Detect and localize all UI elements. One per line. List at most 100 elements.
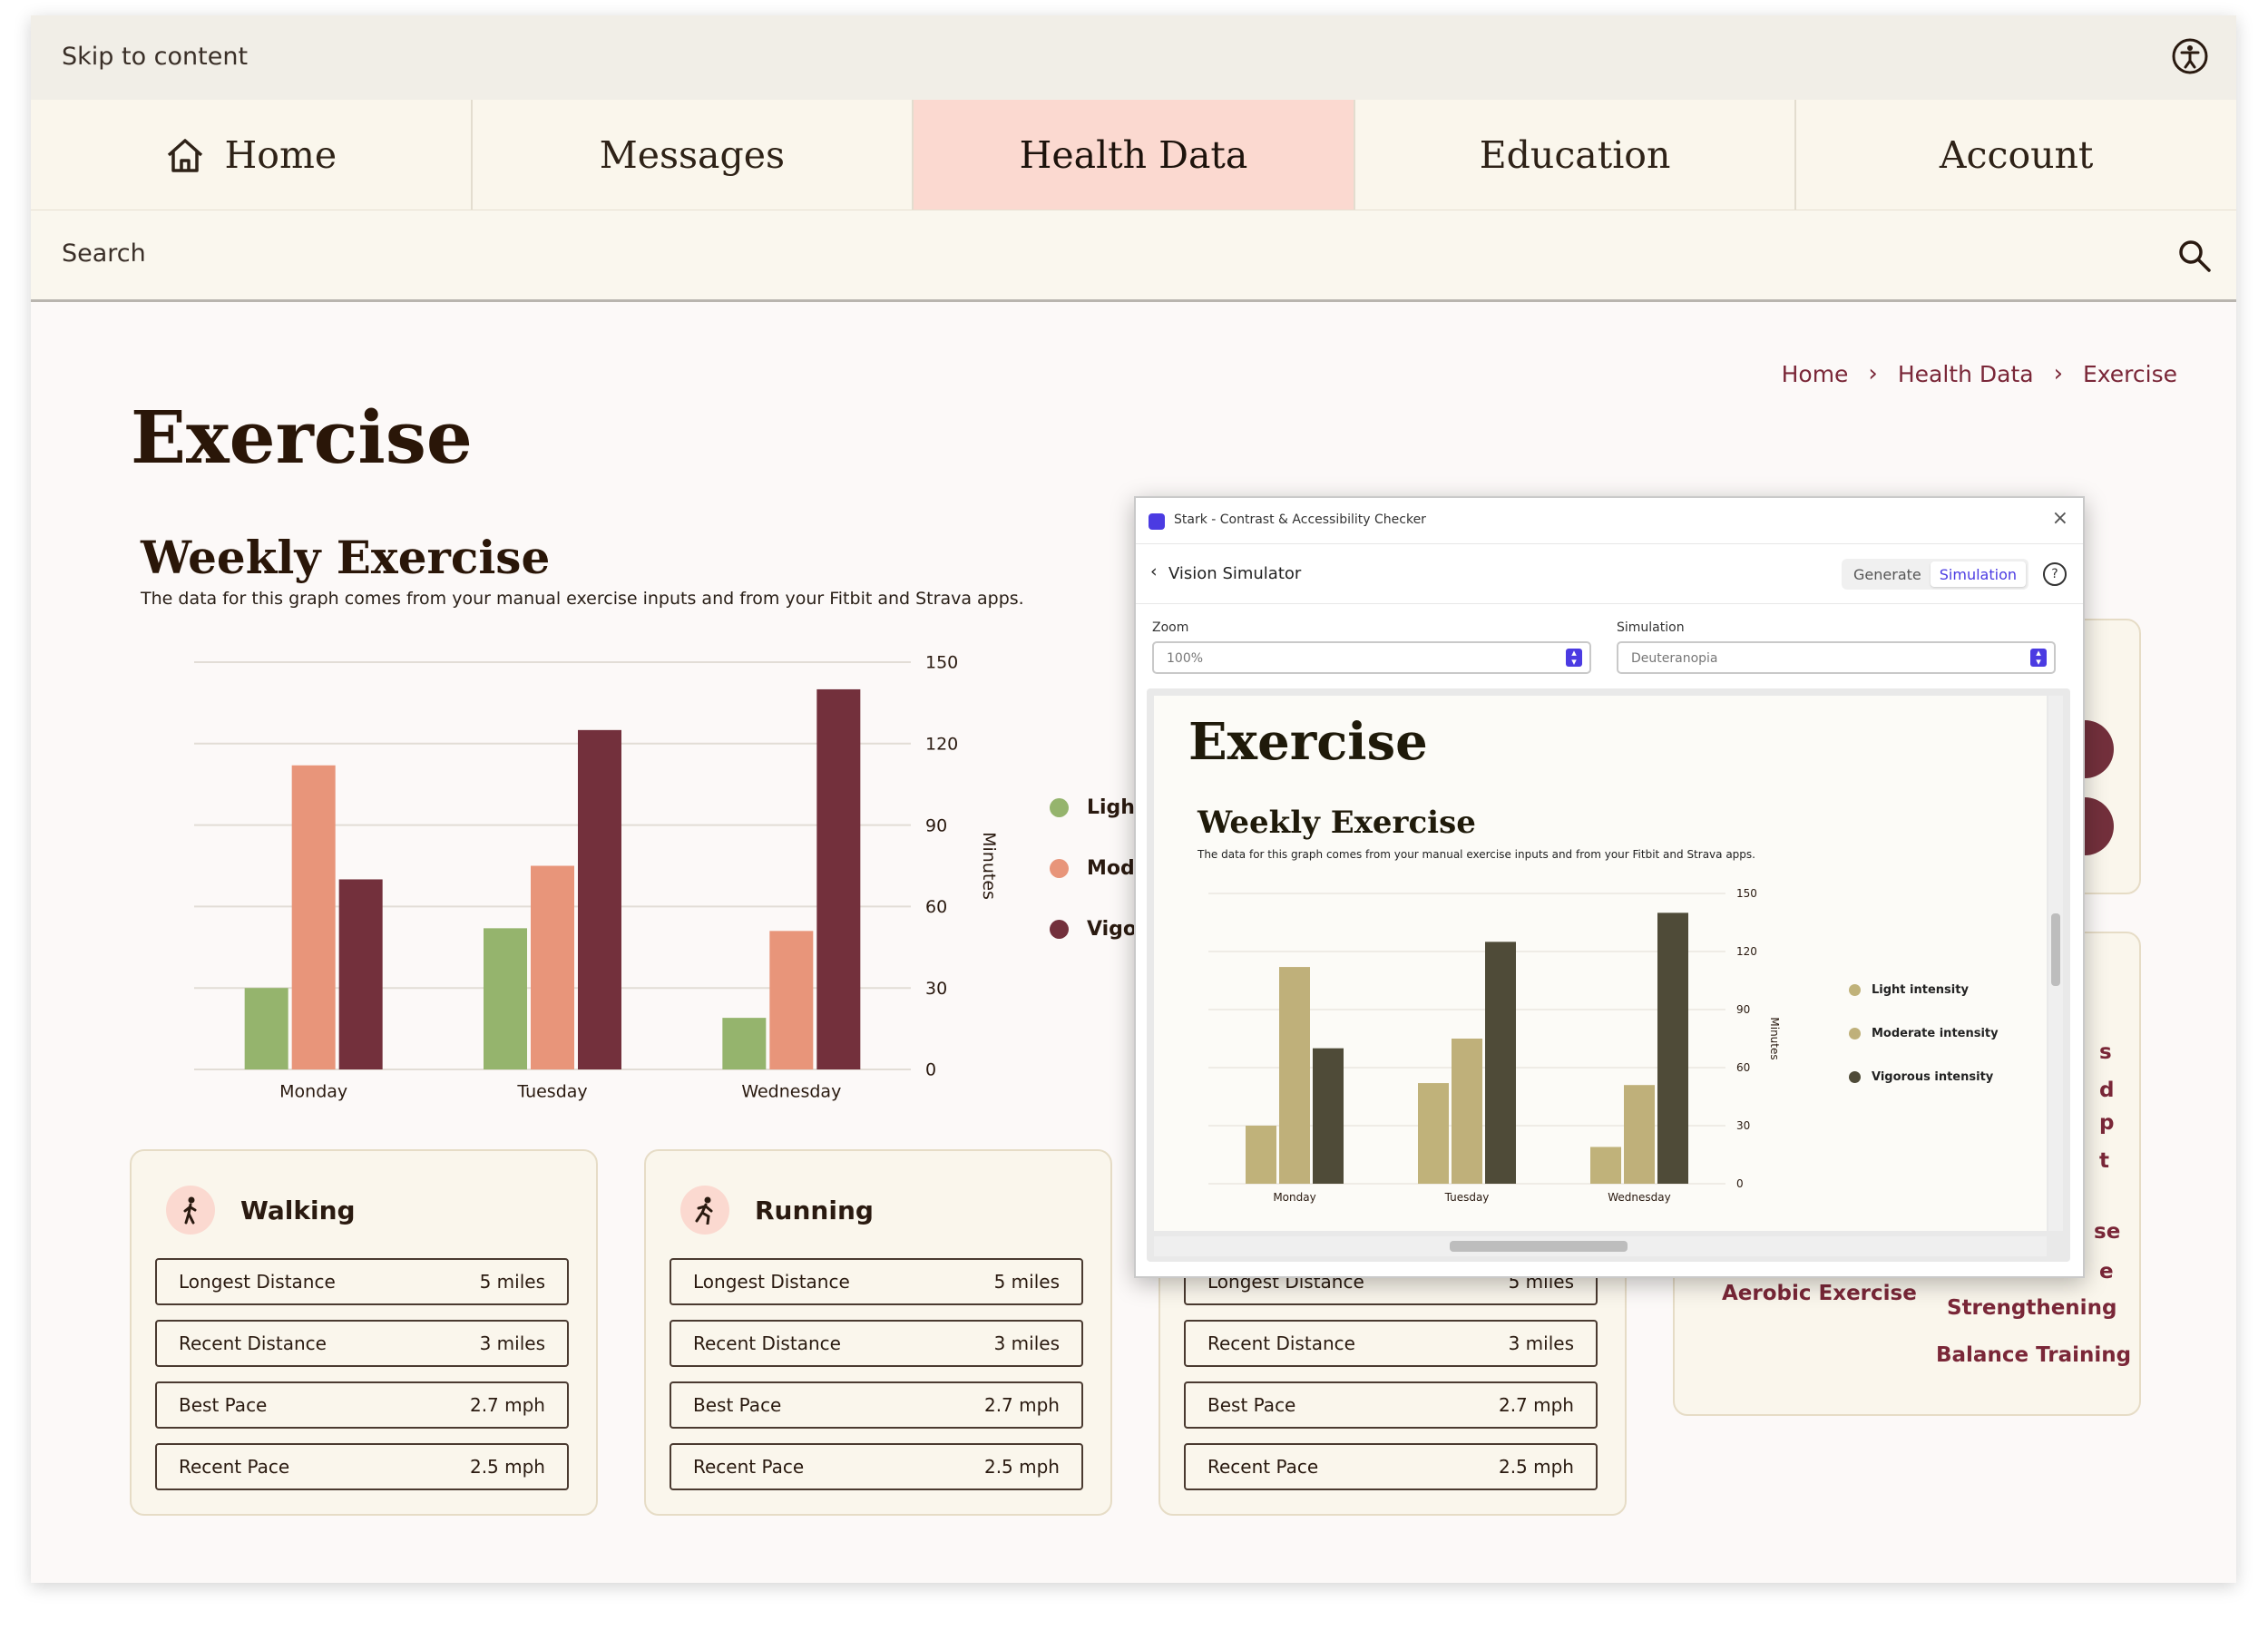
stat-label: Recent Pace: [1207, 1456, 1319, 1478]
stat-row: Recent Pace 2.5 mph: [1184, 1443, 1598, 1490]
back-chevron-icon[interactable]: ‹: [1150, 561, 1158, 581]
side-link-partial[interactable]: s: [2099, 1040, 2112, 1064]
stat-label: Best Pace: [693, 1394, 782, 1416]
main-nav: Home Messages Health Data Education Acco…: [31, 100, 2236, 211]
stat-row: Best Pace 2.7 mph: [155, 1381, 569, 1429]
y-tick-label: 60: [1736, 1061, 1750, 1074]
stark-window-title: Stark - Contrast & Accessibility Checker: [1174, 512, 1426, 527]
y-tick-label: 30: [925, 979, 947, 999]
tab-health-data[interactable]: Health Data: [914, 100, 1355, 210]
side-link-strengthening[interactable]: Strengthening: [1947, 1296, 2117, 1320]
scrollbar-thumb[interactable]: [1450, 1241, 1628, 1252]
x-tick-label: Tuesday: [516, 1081, 587, 1101]
breadcrumb-exercise: Exercise: [2082, 360, 2177, 387]
stat-value: 2.5 mph: [983, 1456, 1060, 1478]
home-icon: [167, 138, 202, 172]
zoom-value: 100%: [1167, 651, 1204, 666]
side-link-partial[interactable]: d: [2099, 1079, 2115, 1102]
tab-messages-label: Messages: [599, 132, 786, 177]
tab-messages[interactable]: Messages: [473, 100, 914, 210]
bar-tuesday-1: [531, 865, 574, 1069]
y-tick-label: 150: [925, 653, 958, 673]
side-link-aerobic[interactable]: Aerobic Exercise: [1722, 1282, 1917, 1305]
bar-monday-2: [338, 879, 383, 1069]
simulation-select[interactable]: Deuteranopia ▴ ▾: [1617, 641, 2056, 674]
stark-logo-icon: [1149, 513, 1165, 530]
stat-value: 3 miles: [479, 1332, 545, 1354]
vision-simulator-header: ‹ Vision Simulator Generate Simulation ?: [1136, 543, 2083, 604]
card-title: Walking: [240, 1195, 356, 1225]
bar-tuesday-1: [1452, 1039, 1482, 1184]
legend-dot: [1849, 1027, 1861, 1039]
side-link-partial[interactable]: t: [2099, 1149, 2109, 1173]
stat-value: 3 miles: [993, 1332, 1060, 1354]
y-tick-label: 120: [1736, 945, 1757, 958]
stat-value: 5 miles: [479, 1271, 545, 1293]
bar-tuesday-0: [1418, 1083, 1449, 1184]
tab-account[interactable]: Account: [1796, 100, 2236, 210]
bar-monday-1: [291, 765, 336, 1069]
stat-label: Best Pace: [179, 1394, 268, 1416]
preview-legend-label: Light intensity: [1872, 982, 1969, 997]
bar-monday-1: [1279, 967, 1310, 1184]
stat-row: Recent Distance 3 miles: [155, 1320, 569, 1367]
stat-row: Best Pace 2.7 mph: [1184, 1381, 1598, 1429]
search-icon[interactable]: [2176, 238, 2213, 274]
tab-home[interactable]: Home: [31, 100, 473, 210]
side-link-partial[interactable]: se: [2094, 1220, 2121, 1244]
bar-wednesday-2: [816, 688, 861, 1069]
side-link-partial[interactable]: e: [2099, 1260, 2114, 1284]
chart-description: The data for this graph comes from your …: [141, 589, 1024, 609]
breadcrumb-health-data[interactable]: Health Data: [1897, 360, 2034, 387]
accessibility-icon[interactable]: [2171, 37, 2209, 75]
preview-chart-description: The data for this graph comes from your …: [1198, 848, 1755, 861]
stepper-icon: ▴ ▾: [2030, 648, 2047, 667]
legend-dot: [1849, 1070, 1861, 1083]
card-title: Running: [755, 1195, 874, 1225]
vertical-scrollbar[interactable]: [2048, 696, 2063, 1231]
y-tick-label: 150: [1736, 887, 1757, 900]
scrollbar-thumb[interactable]: [2051, 913, 2060, 986]
mode-simulation[interactable]: Simulation: [1930, 561, 2026, 587]
bar-tuesday-2: [1485, 942, 1516, 1184]
zoom-label: Zoom: [1152, 620, 1189, 635]
tab-education[interactable]: Education: [1355, 100, 1797, 210]
skip-to-content-link[interactable]: Skip to content: [62, 43, 249, 71]
chevron-right-icon: ›: [1868, 360, 1878, 387]
page-title: Exercise: [131, 395, 473, 480]
preview-legend: Light intensity Moderate intensity Vigor…: [1849, 968, 1999, 1098]
y-tick-label: 120: [925, 734, 958, 754]
x-tick-label: Tuesday: [1444, 1191, 1490, 1204]
stat-value: 2.5 mph: [469, 1456, 545, 1478]
mode-generate[interactable]: Generate: [1853, 565, 1921, 583]
stat-label: Recent Distance: [179, 1332, 327, 1354]
stat-row: Recent Distance 3 miles: [1184, 1320, 1598, 1367]
side-link-partial[interactable]: p: [2099, 1111, 2115, 1135]
stat-label: Recent Pace: [179, 1456, 290, 1478]
x-tick-label: Monday: [279, 1081, 347, 1101]
stat-row: Longest Distance 5 miles: [670, 1258, 1083, 1305]
y-tick-label: 60: [925, 897, 947, 917]
help-icon[interactable]: ?: [2043, 562, 2067, 586]
close-icon[interactable]: ×: [2051, 507, 2068, 530]
preview-legend-item: Moderate intensity: [1849, 1011, 1999, 1055]
simulation-value: Deuteranopia: [1631, 651, 1718, 666]
search-input[interactable]: Search: [62, 239, 146, 268]
y-tick-label: 0: [925, 1060, 936, 1080]
stark-title-bar: Stark - Contrast & Accessibility Checker…: [1136, 498, 2083, 544]
stark-plugin-window: Stark - Contrast & Accessibility Checker…: [1134, 496, 2085, 1278]
search-bar[interactable]: Search: [31, 210, 2236, 302]
tab-home-label: Home: [224, 132, 337, 177]
y-tick-label: 90: [1736, 1003, 1750, 1016]
stat-value: 2.7 mph: [1498, 1394, 1574, 1416]
zoom-select[interactable]: 100% ▴ ▾: [1152, 641, 1591, 674]
y-tick-label: 0: [1736, 1177, 1744, 1190]
side-link-balance[interactable]: Balance Training: [1936, 1343, 2132, 1367]
preview-legend-label: Moderate intensity: [1872, 1026, 1999, 1040]
horizontal-scrollbar[interactable]: [1154, 1236, 2047, 1256]
bar-tuesday-0: [484, 928, 527, 1069]
card-walking: Walking Longest Distance 5 miles Recent D…: [130, 1149, 598, 1516]
tab-health-data-label: Health Data: [1019, 132, 1248, 177]
breadcrumb-home[interactable]: Home: [1781, 360, 1849, 387]
x-tick-label: Wednesday: [741, 1081, 841, 1101]
